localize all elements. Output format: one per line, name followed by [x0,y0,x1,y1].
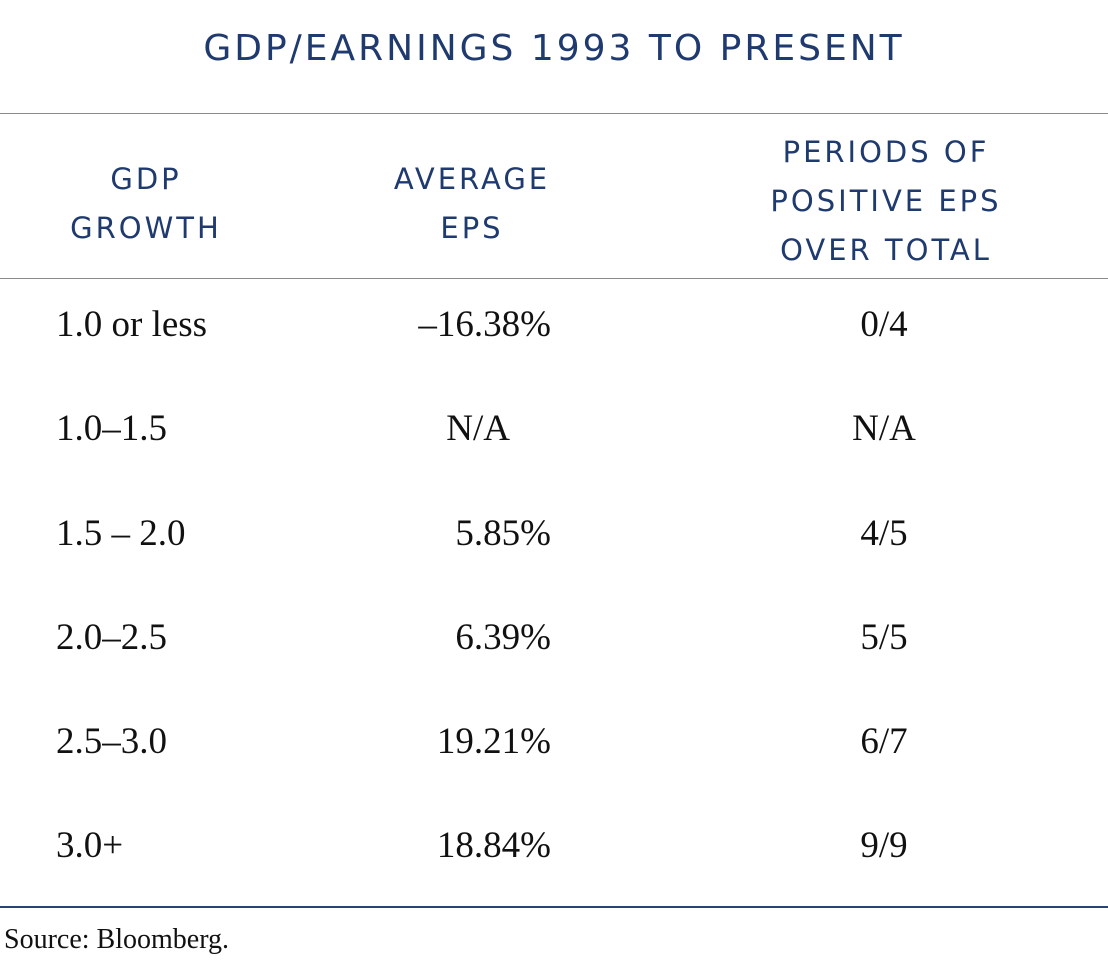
source-note: Source: Bloomberg. [4,924,230,955]
cell-average-eps: 6.39% [455,617,551,658]
top-divider [0,113,1108,114]
header-divider [0,278,1108,279]
header-average-eps-line-2: EPS [440,211,504,245]
cell-gdp-growth: 1.5 – 2.0 [56,513,186,554]
cell-gdp-growth: 1.0–1.5 [56,408,167,449]
cell-periods: N/A [852,408,916,449]
bottom-divider [0,906,1108,908]
cell-gdp-growth: 2.5–3.0 [56,721,167,762]
header-periods-line-1: PERIODS OF [782,135,990,169]
cell-gdp-growth: 1.0 or less [56,304,208,345]
header-gdp-growth-line-2: GROWTH [70,211,222,245]
header-average-eps: AVERAGE EPS [394,155,550,253]
header-periods-positive-eps: PERIODS OF POSITIVE EPS OVER TOTAL [770,128,1001,275]
table-title: GDP/EARNINGS 1993 TO PRESENT [203,28,905,69]
cell-periods: 0/4 [860,304,908,345]
cell-periods: 6/7 [860,721,908,762]
header-periods-line-3: OVER TOTAL [780,233,992,267]
cell-periods: 9/9 [860,825,908,866]
cell-average-eps: 18.84% [436,825,551,866]
header-gdp-growth-line-1: GDP [110,162,182,196]
cell-average-eps: –16.38% [418,304,551,345]
cell-average-eps: N/A [446,408,510,449]
cell-gdp-growth: 3.0+ [56,825,124,866]
cell-average-eps: 19.21% [436,721,551,762]
header-gdp-growth: GDP GROWTH [70,155,222,253]
cell-gdp-growth: 2.0–2.5 [56,617,167,658]
header-periods-line-2: POSITIVE EPS [770,184,1002,218]
cell-periods: 5/5 [860,617,908,658]
header-average-eps-line-1: AVERAGE [393,162,551,196]
cell-periods: 4/5 [860,513,908,554]
cell-average-eps: 5.85% [455,513,551,554]
